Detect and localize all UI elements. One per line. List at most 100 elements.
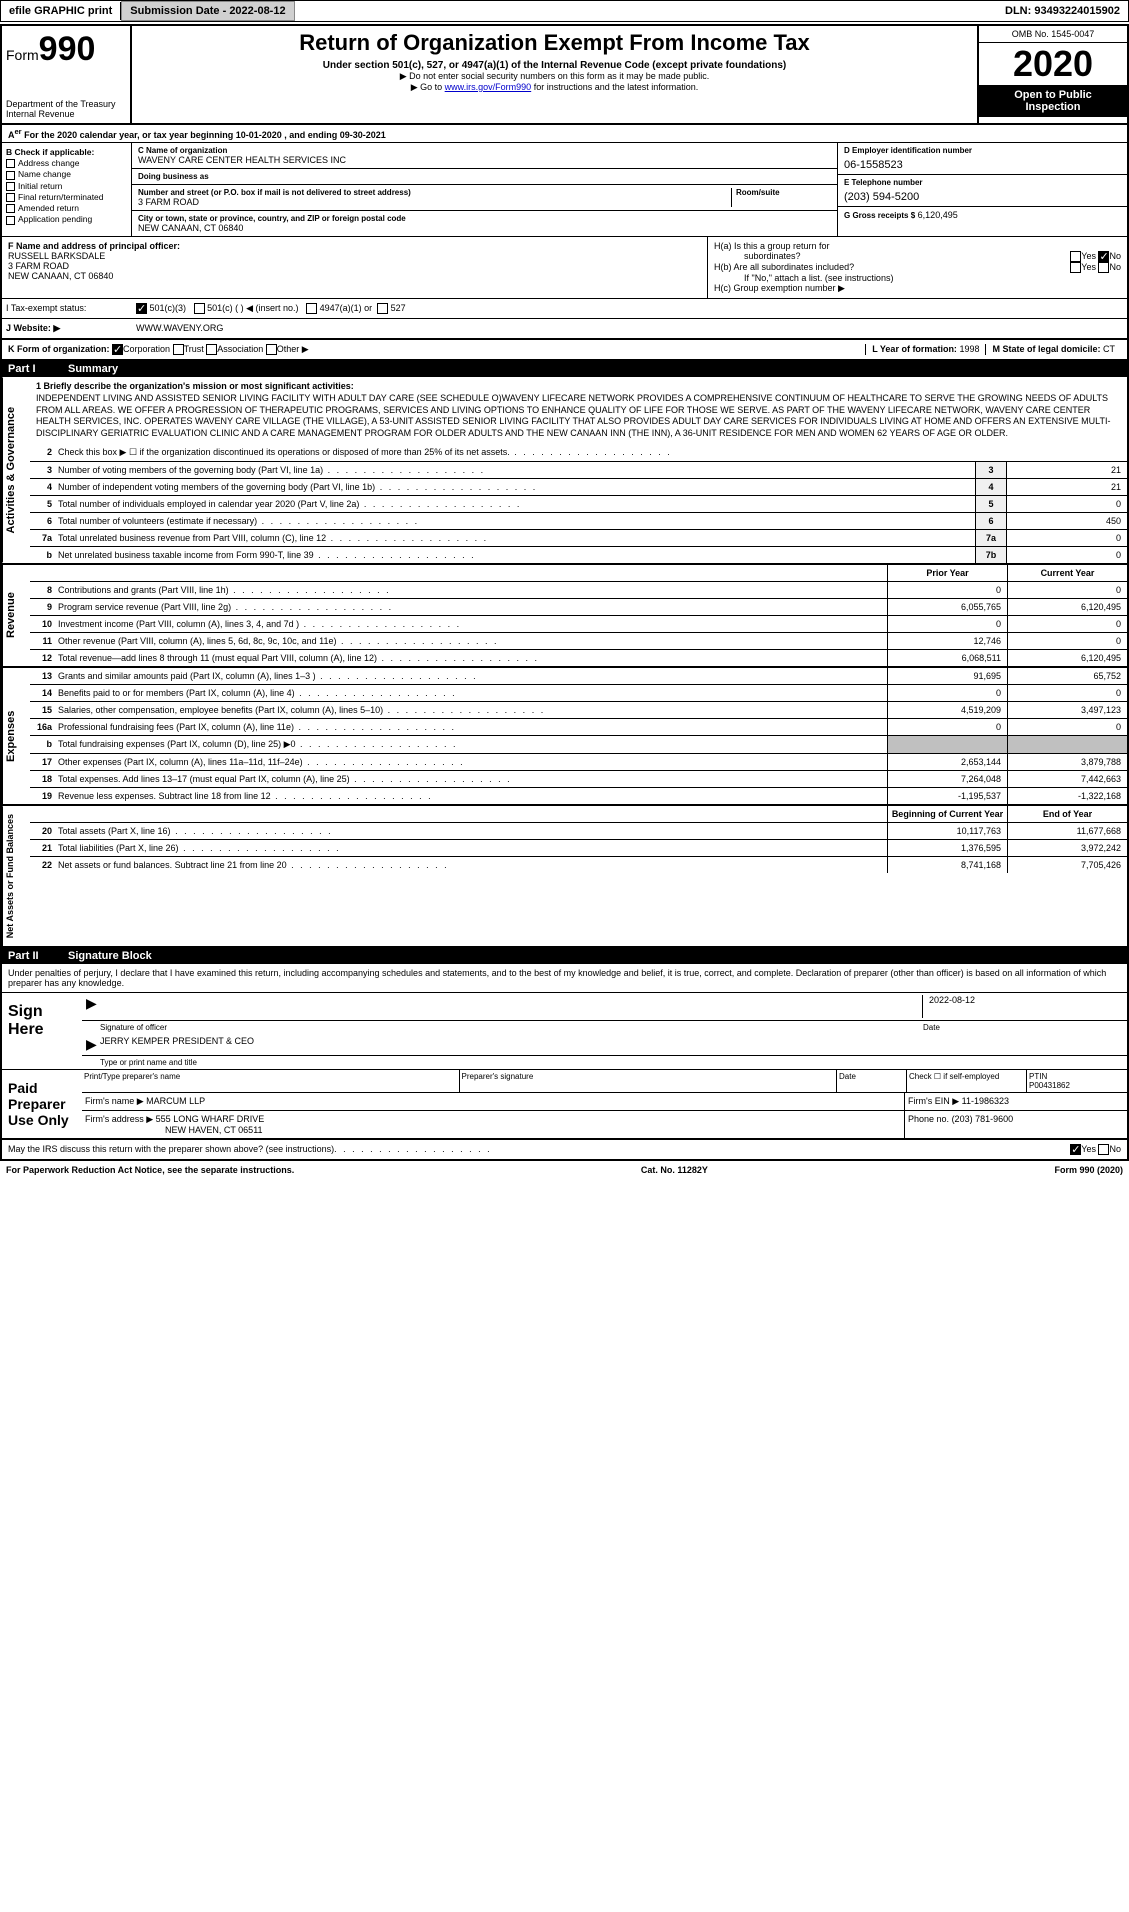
501c-checkbox[interactable] xyxy=(194,303,205,314)
prior-value: 8,741,168 xyxy=(887,857,1007,873)
dept-label: Department of the Treasury xyxy=(6,99,126,109)
chk-name[interactable]: Name change xyxy=(6,169,127,179)
line-text: Net assets or fund balances. Subtract li… xyxy=(54,857,887,873)
summary-line: 16aProfessional fundraising fees (Part I… xyxy=(30,719,1127,736)
f-label: F Name and address of principal officer: xyxy=(8,241,701,251)
sig-officer-label: Signature of officer xyxy=(100,1023,923,1032)
city-label: City or town, state or province, country… xyxy=(138,214,406,223)
prior-value: 0 xyxy=(887,616,1007,632)
chk-initial[interactable]: Initial return xyxy=(6,181,127,191)
officer-addr1: 3 FARM ROAD xyxy=(8,261,701,271)
mission-text: INDEPENDENT LIVING AND ASSISTED SENIOR L… xyxy=(36,393,1110,438)
checkbox-icon xyxy=(6,193,15,202)
self-employed-label: Check ☐ if self-employed xyxy=(907,1070,1027,1092)
summary-line: 14Benefits paid to or for members (Part … xyxy=(30,685,1127,702)
checkbox-icon xyxy=(6,216,15,225)
row-k: K Form of organization: Corporation Trus… xyxy=(2,340,1127,361)
line-num: 10 xyxy=(30,616,54,632)
line-text: Total unrelated business revenue from Pa… xyxy=(54,530,975,546)
current-value: 11,677,668 xyxy=(1007,823,1127,839)
line-num: 6 xyxy=(30,513,54,529)
room-label: Room/suite xyxy=(736,188,831,197)
4947-checkbox[interactable] xyxy=(306,303,317,314)
line-num: 16a xyxy=(30,719,54,735)
expenses-section: Expenses 13Grants and similar amounts pa… xyxy=(2,668,1127,806)
irs-link[interactable]: www.irs.gov/Form990 xyxy=(445,82,532,92)
chk-amended[interactable]: Amended return xyxy=(6,203,127,213)
line-text: Benefits paid to or for members (Part IX… xyxy=(54,685,887,701)
other-checkbox[interactable] xyxy=(266,344,277,355)
submission-date-button[interactable]: Submission Date - 2022-08-12 xyxy=(121,1,294,21)
may-irs-no-checkbox[interactable] xyxy=(1098,1144,1109,1155)
summary-line: 2Check this box ▶ ☐ if the organization … xyxy=(30,444,1127,462)
ein-value: 06-1558523 xyxy=(844,159,1121,171)
paid-preparer-row: Paid Preparer Use Only Print/Type prepar… xyxy=(2,1070,1127,1139)
line-value: 450 xyxy=(1007,513,1127,529)
checkbox-icon xyxy=(6,204,15,213)
form-note2: ▶ Go to www.irs.gov/Form990 for instruct… xyxy=(136,82,973,93)
line-value: 0 xyxy=(1007,496,1127,512)
year-formation: 1998 xyxy=(959,344,979,354)
form-number: 990 xyxy=(39,30,96,68)
inspection-box: Open to Public Inspection xyxy=(979,85,1127,117)
line-num: b xyxy=(30,736,54,753)
current-value: 3,497,123 xyxy=(1007,702,1127,718)
prior-value: 1,376,595 xyxy=(887,840,1007,856)
line-text: Other revenue (Part VIII, column (A), li… xyxy=(54,633,887,649)
part2-title: Signature Block xyxy=(68,950,152,962)
chk-pending[interactable]: Application pending xyxy=(6,214,127,224)
arrow-icon: ▶ xyxy=(86,995,100,1018)
may-irs-yes-checkbox[interactable] xyxy=(1070,1144,1081,1155)
trust-checkbox[interactable] xyxy=(173,344,184,355)
footer-mid: Cat. No. 11282Y xyxy=(641,1165,708,1175)
officer-name: RUSSELL BARKSDALE xyxy=(8,251,701,261)
addr-label: Number and street (or P.O. box if mail i… xyxy=(138,188,731,197)
line-text: Number of voting members of the governin… xyxy=(54,462,975,478)
form-title: Return of Organization Exempt From Incom… xyxy=(136,30,973,56)
prior-value: 6,055,765 xyxy=(887,599,1007,615)
block-c: C Name of organization WAVENY CARE CENTE… xyxy=(132,143,837,236)
line-box: 4 xyxy=(975,479,1007,495)
tax-year: 2020 xyxy=(979,43,1127,85)
prior-value: 12,746 xyxy=(887,633,1007,649)
line-text: Total revenue—add lines 8 through 11 (mu… xyxy=(54,650,887,666)
street-address: 3 FARM ROAD xyxy=(138,197,731,207)
form-note1: ▶ Do not enter social security numbers o… xyxy=(136,71,973,82)
line-num: 2 xyxy=(30,444,54,461)
line-value: 0 xyxy=(1007,547,1127,563)
ha-no-checkbox[interactable] xyxy=(1098,251,1109,262)
hb-no-checkbox[interactable] xyxy=(1098,262,1109,273)
chk-address[interactable]: Address change xyxy=(6,158,127,168)
line-box: 5 xyxy=(975,496,1007,512)
line-text: Contributions and grants (Part VIII, lin… xyxy=(54,582,887,598)
efile-label: efile GRAPHIC print xyxy=(1,2,121,20)
row-j: J Website: ▶ WWW.WAVENY.ORG xyxy=(2,319,1127,340)
line-box: 7a xyxy=(975,530,1007,546)
line-num: 7a xyxy=(30,530,54,546)
current-value: 7,705,426 xyxy=(1007,857,1127,873)
tel-label: E Telephone number xyxy=(844,178,1121,187)
501c3-checkbox[interactable] xyxy=(136,303,147,314)
527-checkbox[interactable] xyxy=(377,303,388,314)
summary-line: 7aTotal unrelated business revenue from … xyxy=(30,530,1127,547)
checkbox-icon xyxy=(6,159,15,168)
line-text: Total assets (Part X, line 16) xyxy=(54,823,887,839)
gov-side-label: Activities & Governance xyxy=(2,377,30,562)
gross-value: 6,120,495 xyxy=(918,210,958,220)
dln-label: DLN: 93493224015902 xyxy=(997,2,1128,20)
summary-line: bTotal fundraising expenses (Part IX, co… xyxy=(30,736,1127,754)
city-state-zip: NEW CANAAN, CT 06840 xyxy=(138,223,406,233)
corp-checkbox[interactable] xyxy=(112,344,123,355)
paid-preparer-label: Paid Preparer Use Only xyxy=(2,1070,82,1138)
k-label: K Form of organization: xyxy=(8,344,110,355)
assoc-checkbox[interactable] xyxy=(206,344,217,355)
row-i: I Tax-exempt status: 501(c)(3) 501(c) ( … xyxy=(2,299,1127,319)
ha-yes-checkbox[interactable] xyxy=(1070,251,1081,262)
footer-right: Form 990 (2020) xyxy=(1054,1165,1123,1175)
chk-final[interactable]: Final return/terminated xyxy=(6,192,127,202)
net-side-label: Net Assets or Fund Balances xyxy=(2,806,30,946)
footer-left: For Paperwork Reduction Act Notice, see … xyxy=(6,1165,294,1175)
hb-yes-checkbox[interactable] xyxy=(1070,262,1081,273)
line-text: Total fundraising expenses (Part IX, col… xyxy=(54,736,887,753)
col-header-row: Prior Year Current Year xyxy=(30,565,1127,582)
